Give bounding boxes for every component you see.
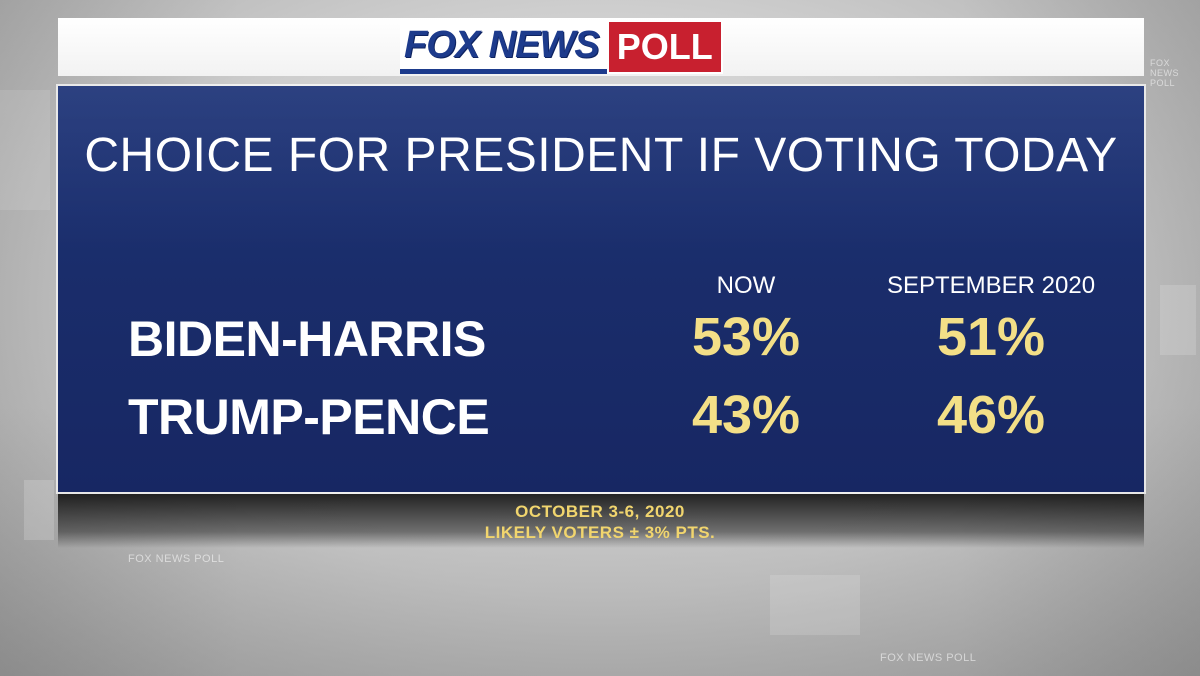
- footer-band: [58, 494, 1144, 548]
- background-decoration: [24, 480, 54, 540]
- background-decoration: [0, 90, 50, 210]
- fox-news-wordmark: FOX NEWS: [400, 20, 607, 74]
- candidate-label-biden-harris: BIDEN-HARRIS: [128, 311, 486, 367]
- value-trump-september: 46%: [936, 385, 1046, 445]
- column-header-now: NOW: [716, 272, 776, 299]
- background-decoration: [770, 575, 860, 635]
- poll-dates: OCTOBER 3-6, 2020: [515, 502, 685, 521]
- results-panel: CHOICE FOR PRESIDENT IF VOTING TODAY NOW…: [58, 86, 1144, 492]
- background-watermark: FOX NEWS POLL: [1150, 58, 1179, 88]
- value-biden-september: 51%: [936, 307, 1046, 367]
- background-watermark: FOX NEWS POLL: [880, 652, 977, 664]
- panel-title: CHOICE FOR PRESIDENT IF VOTING TODAY: [84, 129, 1118, 182]
- background-decoration: [1160, 285, 1196, 355]
- poll-wordmark: POLL: [606, 20, 723, 74]
- value-trump-now: 43%: [691, 385, 801, 445]
- candidate-label-trump-pence: TRUMP-PENCE: [128, 389, 490, 445]
- fox-news-poll-logo: FOX NEWS POLL: [400, 20, 723, 74]
- poll-sample-info: LIKELY VOTERS ± 3% PTS.: [484, 523, 716, 542]
- background-watermark: FOX NEWS POLL: [128, 553, 225, 565]
- value-biden-now: 53%: [691, 307, 801, 367]
- column-header-september: SEPTEMBER 2020: [886, 272, 1096, 299]
